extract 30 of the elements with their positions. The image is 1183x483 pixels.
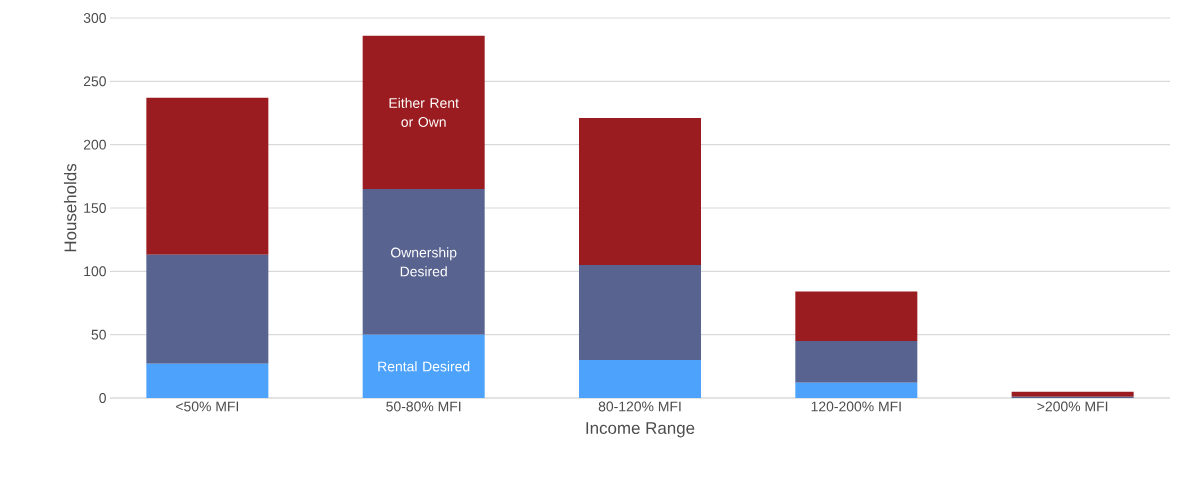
bar (362, 334, 485, 398)
bar (795, 340, 918, 383)
x-tick-label: 50-80% MFI (386, 401, 461, 412)
bar (146, 254, 269, 364)
bar (146, 363, 269, 398)
y-tick-label: 150 (84, 203, 106, 213)
series-label: Either Rent or Own (389, 97, 459, 127)
bar (146, 97, 269, 255)
y-axis-title: Households (63, 163, 77, 252)
series-label: Rental Desired (378, 361, 470, 372)
y-tick-label: 0 (99, 393, 106, 403)
bar (362, 35, 485, 189)
bar (795, 291, 918, 341)
y-tick-label: 50 (91, 329, 106, 340)
bar (579, 264, 701, 360)
bar (579, 359, 701, 398)
x-axis-title: Income Range (586, 422, 695, 438)
x-tick-label: 120-200% MFI (811, 401, 901, 412)
y-tick-label: 200 (83, 139, 106, 150)
y-tick-label: 100 (84, 266, 106, 277)
y-tick-label: 250 (83, 76, 106, 87)
bar (579, 118, 701, 265)
x-tick-label: >200% MFI (1037, 401, 1108, 412)
series-label: Ownership Desired (391, 247, 457, 277)
y-tick-label: 300 (83, 13, 106, 23)
x-tick-label: 80-120% MFI (598, 401, 681, 412)
bar (362, 188, 485, 335)
bar (1011, 391, 1134, 397)
bar (795, 382, 918, 398)
x-tick-label: <50% MFI (176, 401, 239, 412)
